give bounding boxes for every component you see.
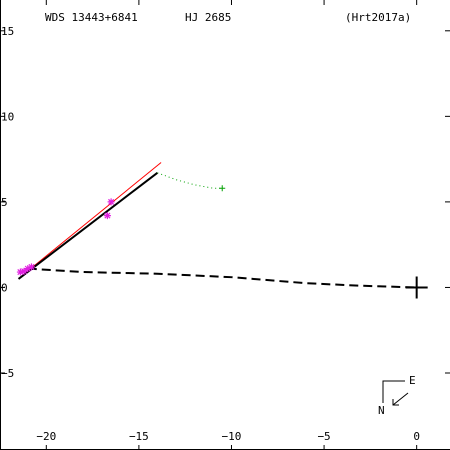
primary-star-marker bbox=[405, 276, 428, 299]
measure-point bbox=[103, 212, 111, 220]
x-tick-label: −15 bbox=[129, 430, 149, 443]
dashed-line bbox=[27, 267, 417, 289]
x-tick-label: −10 bbox=[222, 430, 242, 443]
y-tick-label: 15 bbox=[1, 25, 14, 38]
compass: E N bbox=[378, 374, 416, 417]
motion-arrow-head bbox=[392, 399, 399, 406]
measure-point bbox=[16, 268, 24, 276]
measure-point bbox=[24, 265, 32, 273]
discoverer-designation: HJ 2685 bbox=[185, 11, 231, 24]
compass-east-label: E bbox=[409, 374, 416, 387]
y-tick-label: −5 bbox=[1, 367, 14, 380]
compass-arrows bbox=[382, 380, 405, 403]
model-line bbox=[21, 162, 162, 276]
measure-point bbox=[107, 198, 115, 206]
measure-point bbox=[27, 263, 35, 271]
x-tick-label: −20 bbox=[36, 430, 56, 443]
compass-north-label: N bbox=[378, 404, 385, 417]
orbit-reference: (Hrt2017a) bbox=[345, 11, 411, 24]
y-tick-label: 0 bbox=[1, 281, 8, 294]
x-tick-label: 0 bbox=[413, 430, 420, 443]
motion-arrow bbox=[392, 392, 409, 406]
dotted-track bbox=[157, 172, 223, 189]
y-tick-label: 10 bbox=[1, 110, 14, 123]
wds-designation: WDS 13443+6841 bbox=[45, 11, 138, 24]
measure-point bbox=[20, 267, 28, 275]
x-tick-label: −5 bbox=[317, 430, 330, 443]
y-tick-label: 5 bbox=[1, 196, 8, 209]
fit-line bbox=[17, 172, 159, 280]
dotted-track-end-marker bbox=[219, 185, 226, 192]
